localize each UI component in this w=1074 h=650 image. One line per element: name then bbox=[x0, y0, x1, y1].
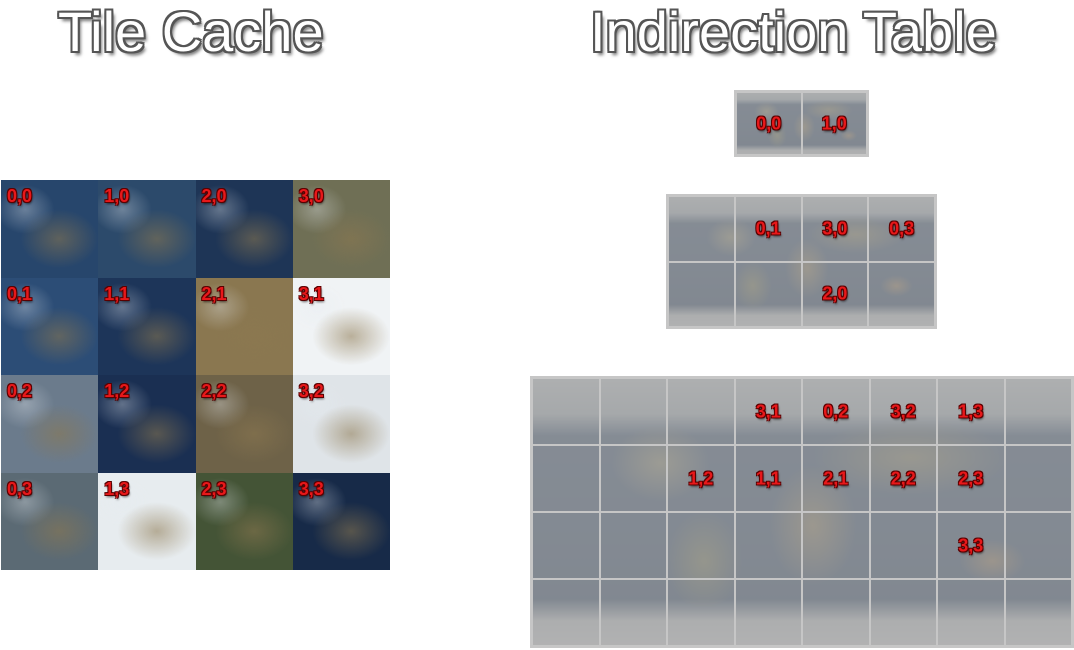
indirection-cell-label: 3,3 bbox=[958, 535, 984, 555]
indirection-cell-label: 1,1 bbox=[755, 468, 781, 488]
cache-tile: 3,3 bbox=[292, 472, 390, 570]
tile-cache-title: Tile Cache bbox=[58, 0, 324, 63]
level-0-grid: 0,0 1,0 bbox=[734, 90, 869, 157]
cache-tile: 0,1 bbox=[1, 277, 99, 375]
indirection-table-title: Indirection Table bbox=[590, 0, 997, 63]
indirection-cell bbox=[667, 579, 735, 646]
cache-tile-label: 0,2 bbox=[7, 381, 33, 401]
indirection-cell bbox=[1004, 579, 1072, 646]
level-1-grid: 0,1 3,0 0,3 2,0 bbox=[666, 194, 937, 329]
indirection-cell: 2,0 bbox=[801, 261, 869, 327]
cache-tile: 1,3 bbox=[98, 472, 196, 570]
cache-tile-label: 1,1 bbox=[104, 283, 130, 304]
cache-tile-label: 0,0 bbox=[7, 186, 33, 206]
indirection-cell bbox=[869, 579, 937, 646]
cache-tile: 0,0 bbox=[1, 180, 99, 278]
indirection-cell-label: 2,0 bbox=[822, 283, 848, 304]
cache-tile: 1,2 bbox=[98, 375, 196, 473]
cache-tile-label: 1,0 bbox=[104, 186, 130, 206]
indirection-cell-label: 3,0 bbox=[822, 218, 848, 239]
indirection-cell bbox=[734, 512, 802, 579]
indirection-cell bbox=[1004, 378, 1072, 445]
indirection-cell-label: 3,1 bbox=[755, 401, 781, 421]
cache-tile-label: 3,3 bbox=[298, 478, 324, 499]
indirection-cell: 3,2 bbox=[869, 378, 937, 445]
indirection-cell-label: 0,3 bbox=[889, 218, 915, 239]
cache-tile: 1,1 bbox=[98, 277, 196, 375]
cache-tile-label: 0,3 bbox=[7, 478, 33, 499]
indirection-cell: 3,1 bbox=[734, 378, 802, 445]
indirection-cell bbox=[667, 378, 735, 445]
indirection-cell bbox=[869, 512, 937, 579]
indirection-cell-label: 0,2 bbox=[823, 401, 849, 421]
indirection-cell: 3,0 bbox=[801, 196, 869, 262]
cache-tile: 3,1 bbox=[292, 277, 390, 375]
indirection-cell bbox=[599, 512, 667, 579]
indirection-cell bbox=[802, 579, 870, 646]
cache-tile: 2,1 bbox=[195, 277, 293, 375]
cache-tile: 3,2 bbox=[292, 375, 390, 473]
indirection-cell: 1,2 bbox=[667, 445, 735, 512]
cache-tile-label: 1,3 bbox=[104, 478, 130, 499]
indirection-cell bbox=[599, 445, 667, 512]
cache-tile: 1,0 bbox=[98, 180, 196, 278]
indirection-cell bbox=[667, 512, 735, 579]
indirection-cell-label: 1,3 bbox=[958, 401, 984, 421]
indirection-cell bbox=[532, 445, 600, 512]
cache-tile: 2,0 bbox=[195, 180, 293, 278]
indirection-cell bbox=[734, 261, 802, 327]
indirection-cell-label: 0,0 bbox=[756, 113, 782, 133]
tile-cache-grid: 0,0 1,0 2,0 3,0 0,1 1,1 2,1 3,1 0,2 1,2 2,2 3,2 0,3 1… bbox=[1, 180, 390, 570]
indirection-cell: 1,3 bbox=[937, 378, 1005, 445]
cache-tile-label: 2,2 bbox=[201, 381, 227, 401]
indirection-cell-label: 2,3 bbox=[958, 468, 984, 488]
indirection-cell-label: 1,0 bbox=[821, 113, 847, 133]
indirection-cell bbox=[1004, 512, 1072, 579]
indirection-cell: 2,1 bbox=[802, 445, 870, 512]
indirection-cell-label: 3,2 bbox=[890, 401, 916, 421]
cache-tile: 0,2 bbox=[1, 375, 99, 473]
indirection-level-1: 0,1 3,0 0,3 2,0 bbox=[666, 194, 937, 329]
cache-tile-label: 3,0 bbox=[298, 186, 324, 206]
indirection-cell: 0,0 bbox=[736, 92, 802, 155]
cache-tile: 0,3 bbox=[1, 472, 99, 570]
indirection-cell: 1,0 bbox=[801, 92, 867, 155]
cache-tile-label: 0,1 bbox=[7, 283, 33, 304]
indirection-cell: 0,3 bbox=[868, 196, 935, 262]
indirection-cell bbox=[868, 261, 935, 327]
indirection-cell bbox=[1004, 445, 1072, 512]
indirection-level-2: 3,1 0,2 3,2 1,3 1,2 1,1 2,1 2,2 2,3 3,3 bbox=[530, 376, 1074, 648]
cache-tile-label: 2,0 bbox=[201, 186, 227, 206]
cache-tile-label: 1,2 bbox=[104, 381, 130, 401]
cache-tile: 2,3 bbox=[195, 472, 293, 570]
indirection-cell: 3,3 bbox=[937, 512, 1005, 579]
cache-tile: 2,2 bbox=[195, 375, 293, 473]
indirection-cell bbox=[532, 512, 600, 579]
indirection-cell bbox=[532, 579, 600, 646]
cache-tile-label: 2,1 bbox=[201, 283, 227, 304]
cache-tile: 3,0 bbox=[292, 180, 390, 278]
cache-tile-label: 3,2 bbox=[298, 381, 324, 401]
indirection-cell: 0,1 bbox=[734, 196, 802, 262]
level-2-grid: 3,1 0,2 3,2 1,3 1,2 1,1 2,1 2,2 2,3 3,3 bbox=[530, 376, 1074, 648]
indirection-cell bbox=[802, 512, 870, 579]
indirection-cell bbox=[599, 378, 667, 445]
indirection-cell-label: 2,1 bbox=[823, 468, 849, 488]
indirection-cell bbox=[532, 378, 600, 445]
indirection-cell-label: 0,1 bbox=[755, 218, 781, 239]
cache-tile-label: 2,3 bbox=[201, 478, 227, 499]
indirection-cell bbox=[734, 579, 802, 646]
indirection-cell: 0,2 bbox=[802, 378, 870, 445]
indirection-cell-label: 2,2 bbox=[890, 468, 916, 488]
indirection-cell bbox=[937, 579, 1005, 646]
indirection-cell: 2,2 bbox=[869, 445, 937, 512]
indirection-level-0: 0,0 1,0 bbox=[734, 90, 869, 157]
indirection-cell: 2,3 bbox=[937, 445, 1005, 512]
cache-tile-label: 3,1 bbox=[298, 283, 324, 304]
indirection-cell-label: 1,2 bbox=[688, 468, 714, 488]
indirection-cell bbox=[668, 261, 735, 327]
indirection-cell bbox=[599, 579, 667, 646]
indirection-cell bbox=[668, 196, 735, 262]
indirection-cell: 1,1 bbox=[734, 445, 802, 512]
